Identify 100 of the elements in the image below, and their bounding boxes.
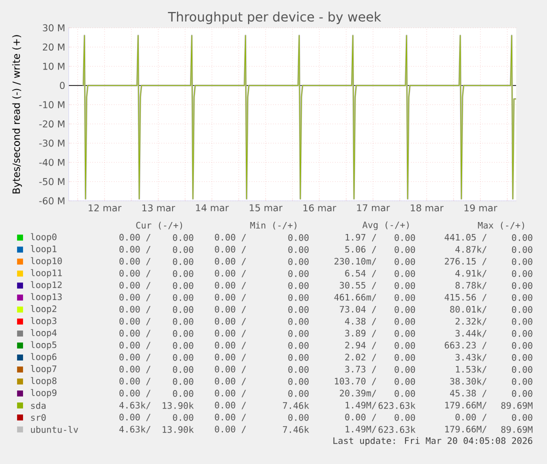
legend-label: sda [31, 402, 46, 409]
text: 461.66m/ [334, 294, 376, 302]
legend-label: loop11 [30, 269, 62, 278]
text: 0.00 [394, 354, 415, 361]
text: 3.43k/ [456, 354, 486, 362]
text: 0.00 [512, 306, 532, 313]
text: 0.00 [394, 246, 415, 253]
text: 89.69M [501, 402, 532, 409]
x-tick-label: 18 mar [410, 204, 444, 212]
legend-label: loop1 [30, 245, 56, 254]
text: 1.97 / [346, 234, 376, 242]
text: 3.73 / [345, 366, 376, 374]
text: 1.49M/ [346, 402, 376, 410]
x-tick-label: 14 mar [196, 204, 229, 212]
text: 0.00 [512, 246, 532, 253]
text: 0.00 / [119, 378, 150, 386]
text: 0.00 [172, 378, 194, 385]
text: 0.00 / [214, 306, 246, 314]
text: 0.00 [512, 378, 532, 385]
text: 5.06 / [345, 246, 376, 254]
text: 0.00 / [119, 246, 150, 254]
text: 0.00 [288, 234, 309, 241]
text: 4.63k/ [119, 402, 150, 410]
text: 0.00 [172, 246, 194, 253]
text: 0.00 [288, 330, 309, 337]
text: 0.00 [512, 270, 532, 277]
text: 8.78k/ [456, 282, 486, 290]
y-tick-label: 20 M [42, 43, 64, 50]
text: 0.00 / [214, 318, 246, 326]
legend-label: loop7 [30, 365, 56, 374]
text: 0.00 [172, 414, 194, 421]
y-tick-label: -50 M [39, 178, 64, 186]
text: 0.00 [394, 414, 415, 421]
text: 0.00 [394, 282, 415, 289]
text: 0.00 / [119, 258, 150, 266]
text: 0.00 [172, 366, 194, 373]
legend-label: loop6 [30, 353, 56, 362]
text: 0.00 / [119, 294, 150, 302]
text: 0.00 / [214, 378, 246, 386]
y-tick-label: 30 M [42, 24, 64, 32]
text: 0.00 / [214, 426, 246, 434]
legend-label: loop2 [30, 305, 56, 314]
x-tick-label: 17 mar [357, 204, 390, 212]
text: 0.00 [512, 318, 532, 325]
text: 0.00 [288, 294, 309, 301]
text: 179.66M/ [445, 402, 486, 410]
y-tick-label: 10 M [43, 62, 64, 70]
text: 0.00 / [214, 270, 246, 278]
text: 3.44k/ [456, 330, 486, 338]
text: 7.46k [282, 426, 310, 433]
text: 0.00 / [214, 234, 246, 242]
text: 0.00 [172, 282, 194, 289]
text: 3.89 / [345, 330, 376, 338]
text: 0.00 [172, 258, 194, 265]
text: 73.04 / [340, 306, 376, 314]
text: 0.00 [512, 354, 532, 361]
text: 4.87k/ [455, 246, 486, 254]
text: 623.63k [378, 402, 416, 409]
text: 179.66M/ [445, 426, 486, 434]
text: 0.00 [394, 378, 415, 385]
text: 0.00 / [345, 414, 376, 422]
text: 0.00 [394, 330, 415, 337]
text: 89.69M [501, 426, 532, 433]
text: 0.00 / [119, 354, 150, 362]
text: 0.00 [172, 354, 194, 361]
text: 2.32k/ [456, 318, 486, 326]
text: 4.38 / [345, 318, 376, 326]
text: 0.00 / [119, 318, 150, 326]
text: 0.00 [394, 366, 415, 373]
y-tick-label: -40 M [39, 158, 64, 166]
text: 0.00 [172, 270, 194, 277]
text: 0.00 [288, 270, 309, 277]
legend-label: loop4 [30, 329, 57, 338]
text: 0.00 [512, 234, 532, 241]
text: 0.00 [394, 258, 415, 265]
text: 4.63k/ [119, 426, 150, 434]
text: 30.55 / [340, 282, 376, 290]
text: 45.38 / [450, 390, 486, 398]
text: 38.30k/ [450, 378, 486, 386]
text: 0.00 [394, 234, 415, 241]
text: 0.00 [172, 234, 194, 241]
text: 0.00 / [214, 402, 246, 410]
legend-label: loop8 [30, 377, 56, 386]
text: 0.00 [512, 342, 532, 349]
y-axis-title: Bytes/second read (-) / write (+) [12, 35, 22, 194]
text: 1.53k/ [456, 366, 486, 374]
text: 0.00 [394, 342, 415, 349]
y-tick-label: -10 M [39, 101, 64, 108]
text: 0.00 / [119, 234, 150, 242]
legend-label: loop5 [30, 341, 56, 350]
text: 0.00 / [119, 390, 150, 398]
text: 276.15 / [444, 258, 486, 266]
text: 0.00 / [119, 306, 150, 314]
legend-label: loop9 [30, 389, 56, 398]
text: 0.00 [288, 378, 309, 385]
text: 623.63k [378, 426, 416, 433]
text: 0.00 [172, 318, 194, 325]
text: 0.00 [512, 366, 532, 373]
x-tick-label: 12 mar [88, 204, 122, 212]
text: 0.00 / [119, 270, 150, 278]
